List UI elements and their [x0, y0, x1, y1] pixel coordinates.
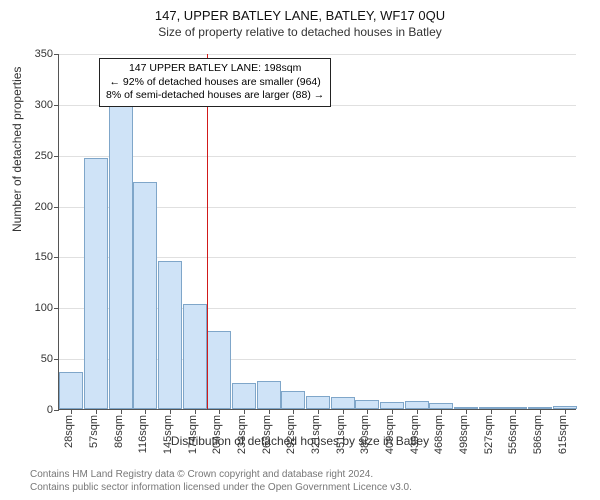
ytick-label: 150 — [35, 251, 59, 263]
ytick-label: 0 — [47, 404, 59, 416]
ytick-label: 200 — [35, 201, 59, 213]
histogram-bar — [405, 401, 429, 409]
chart-area: 05010015020025030035028sqm57sqm86sqm116s… — [58, 54, 576, 410]
annotation-line: ← 92% of detached houses are smaller (96… — [106, 76, 324, 90]
annotation-box: 147 UPPER BATLEY LANE: 198sqm← 92% of de… — [99, 58, 331, 107]
histogram-bar — [109, 104, 133, 409]
ytick-label: 300 — [35, 99, 59, 111]
chart-container: 147, UPPER BATLEY LANE, BATLEY, WF17 0QU… — [0, 0, 600, 500]
histogram-bar — [207, 331, 231, 409]
histogram-bar — [232, 383, 256, 409]
footer-line1: Contains HM Land Registry data © Crown c… — [30, 468, 412, 481]
gridline — [59, 156, 576, 157]
reference-line — [207, 54, 208, 409]
gridline — [59, 54, 576, 55]
ytick-label: 50 — [41, 353, 59, 365]
histogram-bar — [183, 304, 207, 409]
histogram-bar — [59, 372, 83, 409]
annotation-line: 8% of semi-detached houses are larger (8… — [106, 89, 324, 103]
ytick-label: 250 — [35, 150, 59, 162]
histogram-bar — [158, 261, 182, 410]
chart-title-main: 147, UPPER BATLEY LANE, BATLEY, WF17 0QU — [0, 0, 600, 23]
histogram-bar — [133, 182, 157, 409]
x-axis-label: Distribution of detached houses by size … — [0, 434, 600, 448]
chart-title-sub: Size of property relative to detached ho… — [0, 23, 600, 39]
footer-line2: Contains public sector information licen… — [30, 481, 412, 494]
plot-region: 05010015020025030035028sqm57sqm86sqm116s… — [58, 54, 576, 410]
histogram-bar — [355, 400, 379, 409]
histogram-bar — [84, 158, 108, 409]
histogram-bar — [380, 402, 404, 409]
histogram-bar — [306, 396, 330, 409]
histogram-bar — [281, 391, 305, 409]
y-axis-label: Number of detached properties — [10, 67, 24, 232]
ytick-label: 100 — [35, 302, 59, 314]
footer-attribution: Contains HM Land Registry data © Crown c… — [30, 468, 412, 494]
histogram-bar — [331, 397, 355, 409]
ytick-label: 350 — [35, 48, 59, 60]
annotation-line: 147 UPPER BATLEY LANE: 198sqm — [106, 62, 324, 76]
histogram-bar — [257, 381, 281, 409]
